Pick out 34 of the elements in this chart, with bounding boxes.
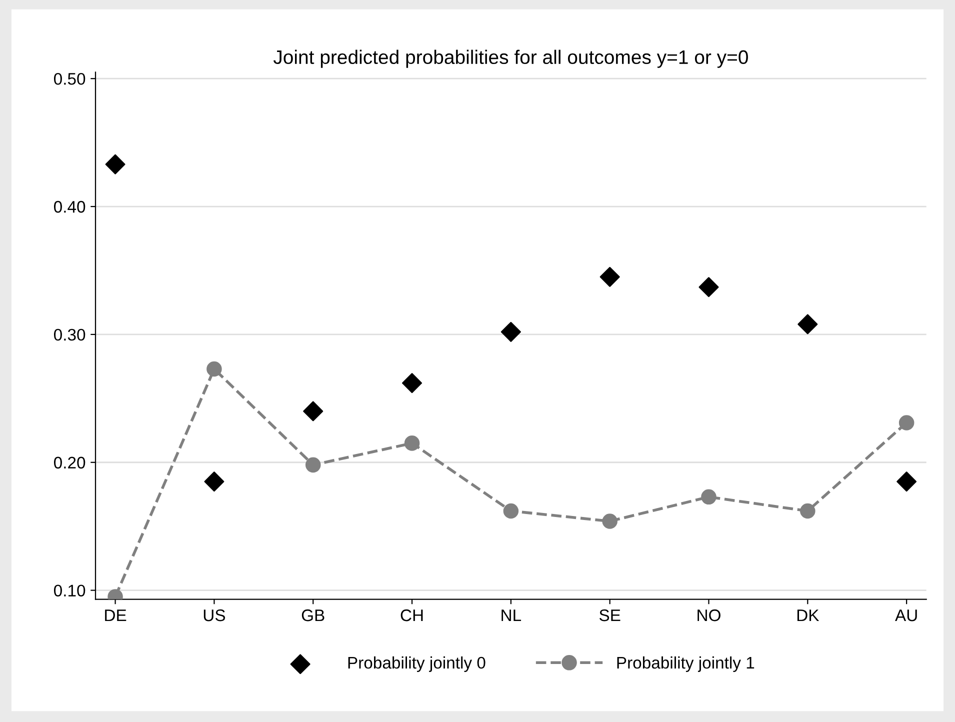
y-tick-label: 0.50 bbox=[54, 72, 86, 85]
point bbox=[602, 514, 618, 529]
legend-label: Probability jointly 0 bbox=[348, 656, 486, 672]
point bbox=[600, 266, 620, 287]
point bbox=[204, 472, 224, 492]
point bbox=[800, 503, 816, 519]
point bbox=[500, 322, 521, 342]
chart-title: Joint predicted probabilities for all outcomes y=1 or y=0 bbox=[273, 50, 748, 68]
point bbox=[305, 457, 321, 473]
x-tick-label: GB bbox=[302, 609, 324, 622]
point bbox=[701, 489, 716, 505]
point bbox=[503, 503, 519, 519]
point bbox=[698, 277, 719, 298]
x-tick-label: NL bbox=[502, 610, 522, 622]
point bbox=[896, 472, 917, 492]
point bbox=[303, 401, 324, 422]
legend-label: Probability jointly 1 bbox=[617, 656, 754, 672]
x-tick-label: DE bbox=[105, 610, 126, 622]
x-tick-label: DK bbox=[797, 610, 820, 622]
point bbox=[404, 436, 420, 451]
point bbox=[798, 314, 818, 334]
y-tick-label: 0.30 bbox=[54, 328, 86, 341]
point bbox=[402, 373, 422, 394]
x-tick-label: CH bbox=[400, 609, 423, 622]
y-tick-label: 0.40 bbox=[54, 200, 86, 213]
x-tick-label: SE bbox=[599, 609, 620, 622]
point bbox=[206, 361, 222, 377]
x-tick-label: NO bbox=[698, 609, 720, 622]
x-tick-label: AU bbox=[895, 610, 917, 622]
point bbox=[898, 415, 914, 430]
y-tick-label: 0.10 bbox=[54, 584, 86, 597]
x-tick-label: US bbox=[204, 609, 226, 622]
y-tick-label: 0.20 bbox=[54, 456, 86, 469]
point bbox=[105, 154, 126, 174]
